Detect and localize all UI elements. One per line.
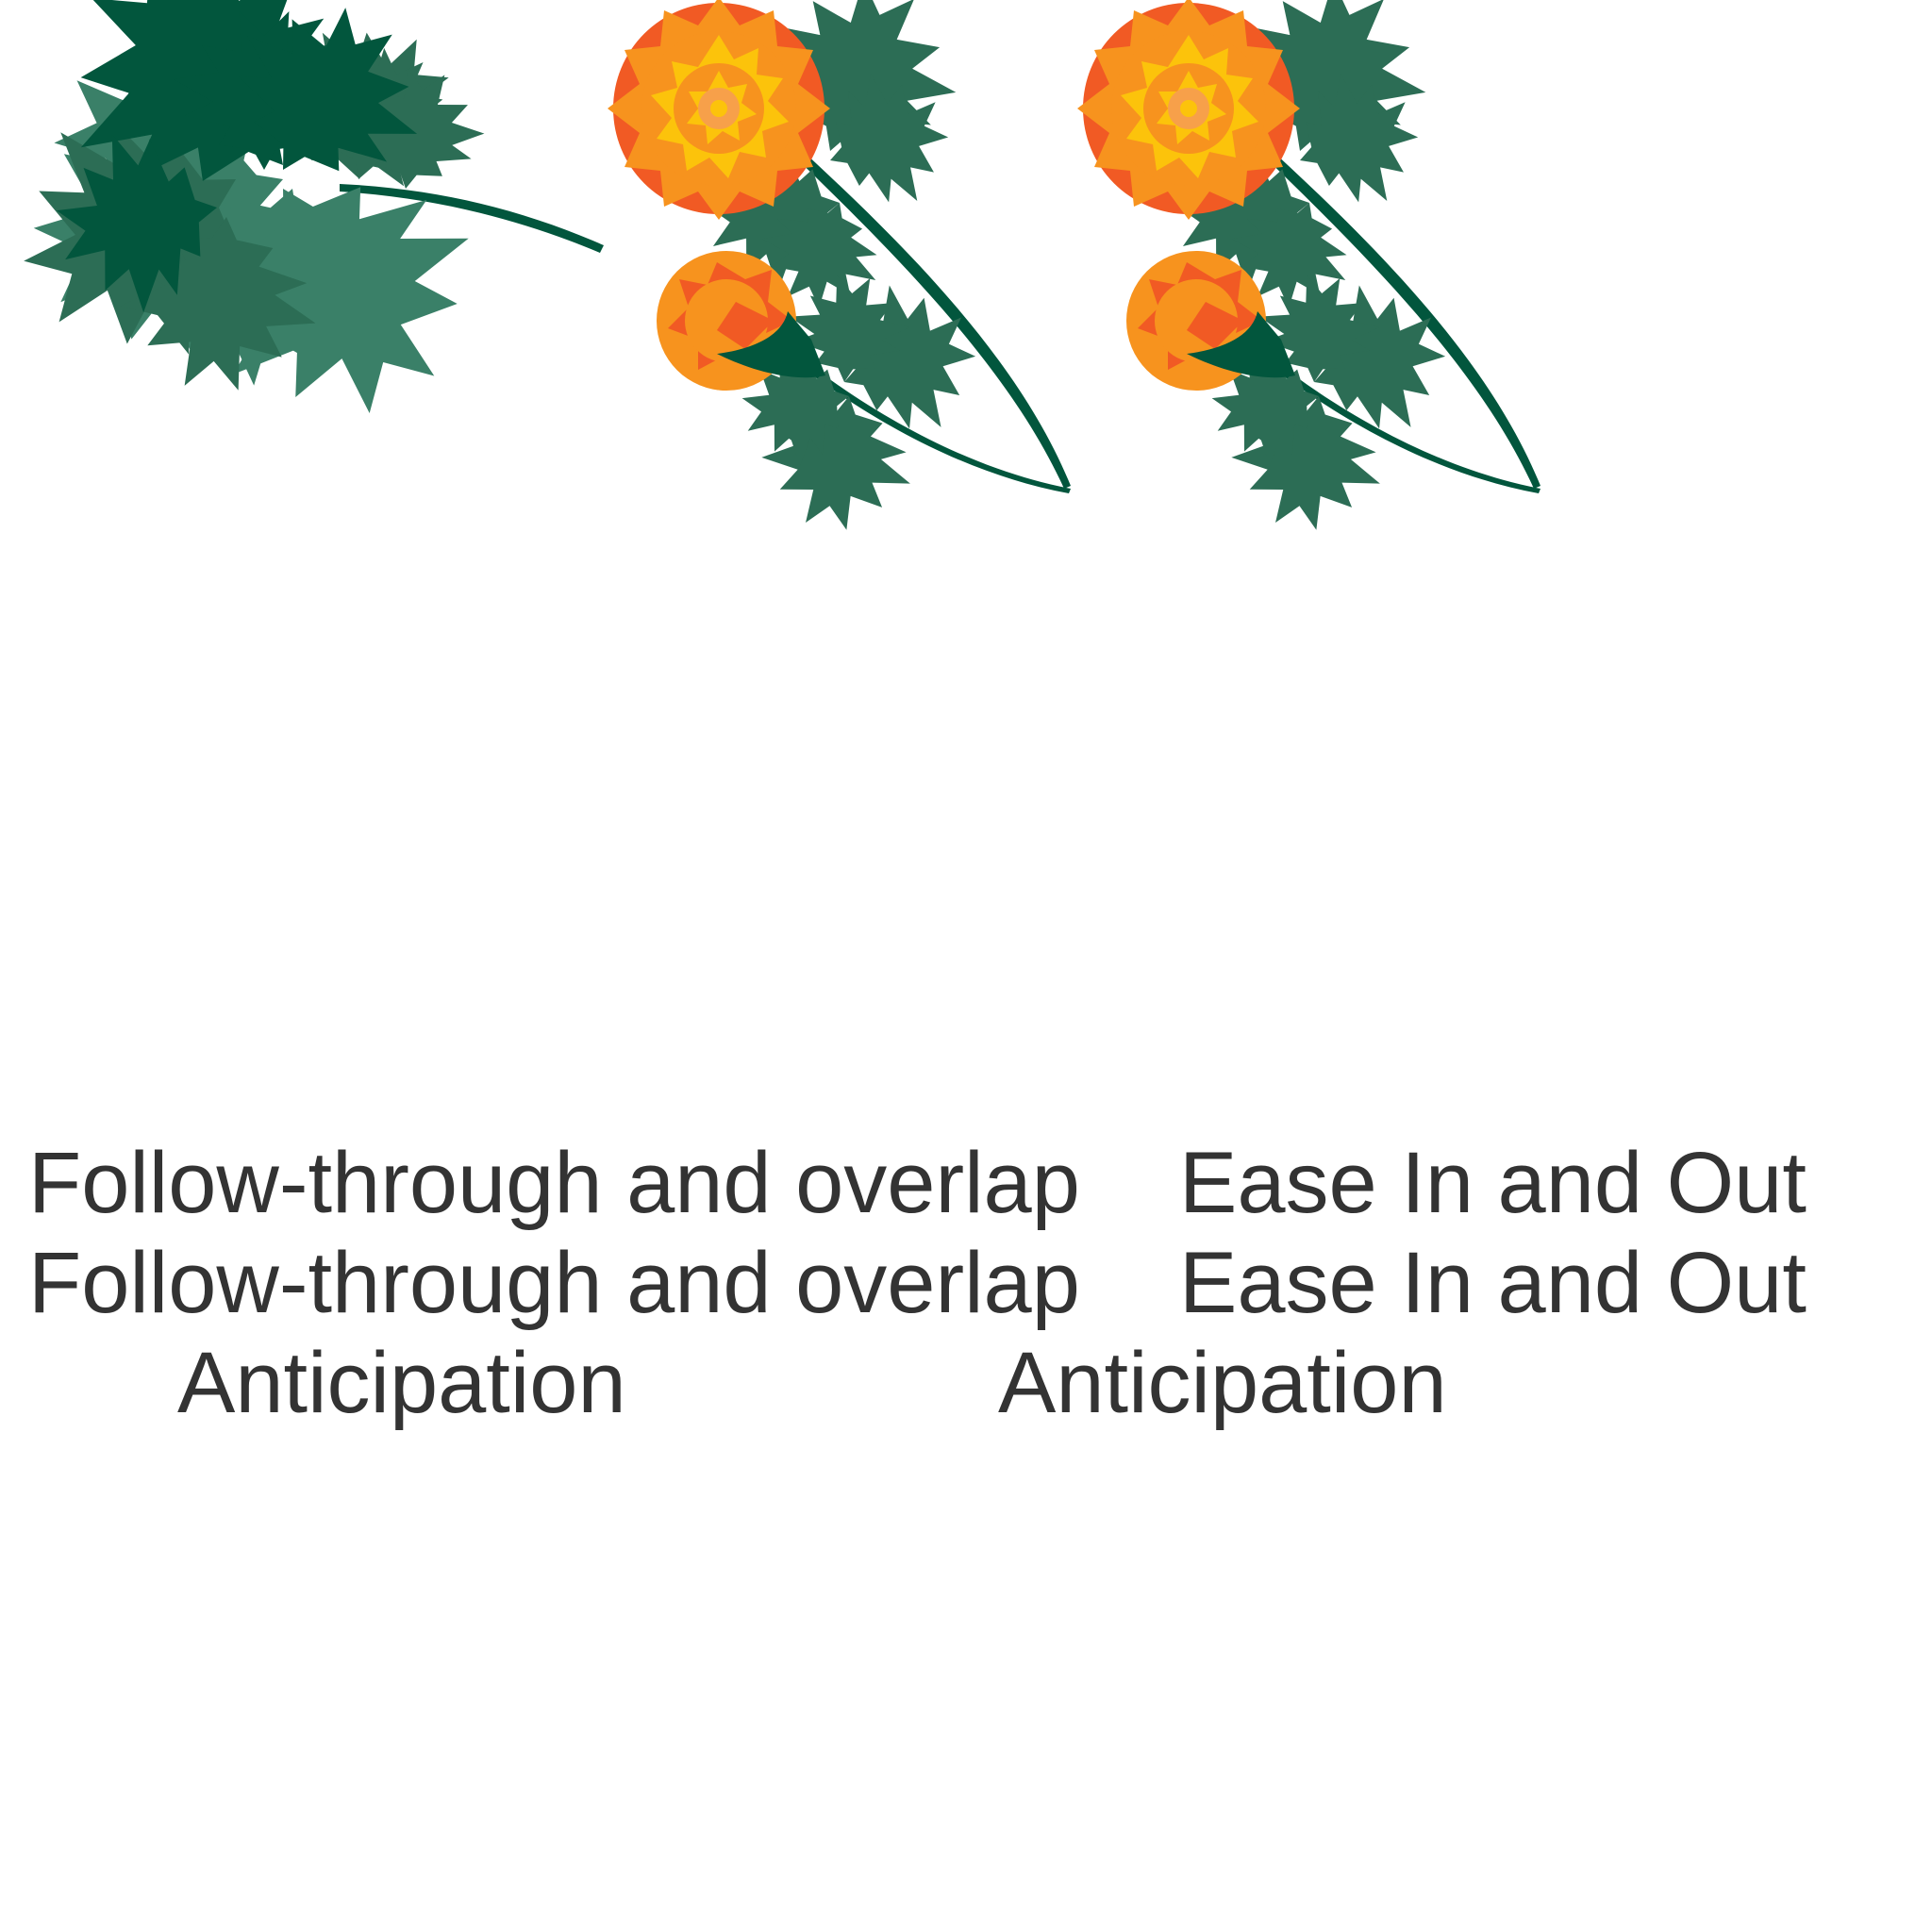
marigold-flower-icon bbox=[608, 0, 1071, 540]
caption-follow-through: Follow-through and overlap bbox=[28, 1235, 1080, 1331]
maple-leaf-sprig-icon bbox=[0, 0, 604, 463]
caption-anticipation: Anticipation bbox=[998, 1335, 1447, 1431]
caption-follow-through: Follow-through and overlap bbox=[28, 1135, 1080, 1231]
marigold-flower-icon bbox=[1077, 0, 1541, 540]
caption-ease-in-out: Ease In and Out bbox=[1179, 1135, 1807, 1231]
caption-ease-in-out: Ease In and Out bbox=[1179, 1235, 1807, 1331]
caption-anticipation: Anticipation bbox=[177, 1335, 626, 1431]
